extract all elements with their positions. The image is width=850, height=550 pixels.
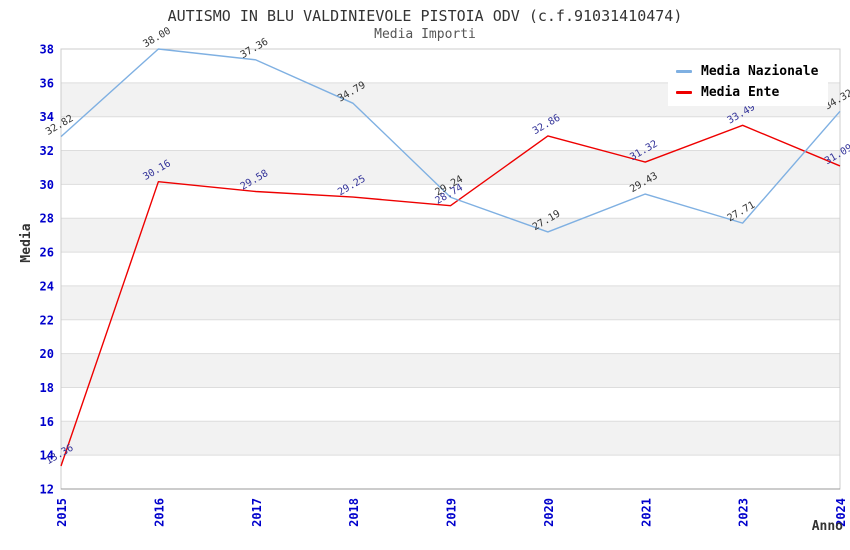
plot-band — [61, 218, 840, 253]
y-tick-label: 24 — [40, 279, 54, 293]
chart-title: AUTISMO IN BLU VALDINIEVOLE PISTOIA ODV … — [167, 7, 683, 25]
x-tick-label: 2018 — [347, 498, 361, 527]
y-tick-label: 12 — [40, 483, 54, 497]
series-line-media-ente — [60, 124, 841, 467]
line-swatch-icon — [676, 91, 692, 94]
x-tick-label: 2015 — [55, 498, 69, 527]
x-tick-label: 2023 — [737, 498, 751, 527]
y-tick-label: 36 — [40, 76, 54, 90]
x-tick-label: 2021 — [639, 498, 653, 527]
plot-band — [61, 184, 840, 219]
y-tick-label: 28 — [40, 212, 54, 226]
y-axis-title: Media — [19, 223, 34, 262]
line-swatch-icon — [676, 70, 692, 73]
legend: Media Nazionale Media Ente — [668, 58, 829, 106]
y-tick-label: 22 — [40, 313, 54, 327]
plot-band — [61, 285, 840, 320]
plot-band — [61, 252, 840, 286]
plot-band — [61, 421, 840, 456]
series-line-media-nazionale — [60, 48, 841, 233]
x-tick-label: 2024 — [834, 498, 848, 527]
chart-subtitle: Media Importi — [374, 27, 476, 42]
y-tick-label: 20 — [40, 347, 54, 361]
y-tick-label: 14 — [40, 449, 54, 463]
x-tick-label: 2019 — [445, 498, 459, 527]
y-tick-label: 26 — [40, 246, 54, 260]
legend-label-media-ente: Media Ente — [701, 85, 780, 100]
y-tick-label: 16 — [40, 415, 54, 429]
legend-item-media-nazionale: Media Nazionale — [676, 64, 818, 79]
y-tick-label: 30 — [40, 178, 54, 192]
plot-band — [61, 116, 840, 151]
y-tick-label: 18 — [40, 381, 54, 395]
y-tick-label: 34 — [40, 110, 54, 124]
legend-label-media-nazionale: Media Nazionale — [701, 64, 819, 79]
plot-band — [61, 455, 840, 489]
x-tick-label: 2016 — [152, 498, 166, 527]
plot-band — [61, 387, 840, 422]
x-axis-title: Anno — [812, 519, 843, 534]
plot-band — [61, 319, 840, 354]
plot-band — [61, 150, 840, 185]
plot-band — [61, 353, 840, 388]
y-tick-label: 32 — [40, 144, 54, 158]
x-tick-label: 2020 — [542, 498, 556, 527]
y-tick-label: 38 — [40, 43, 54, 57]
legend-item-media-ente: Media Ente — [676, 85, 818, 100]
x-tick-label: 2017 — [250, 498, 264, 527]
